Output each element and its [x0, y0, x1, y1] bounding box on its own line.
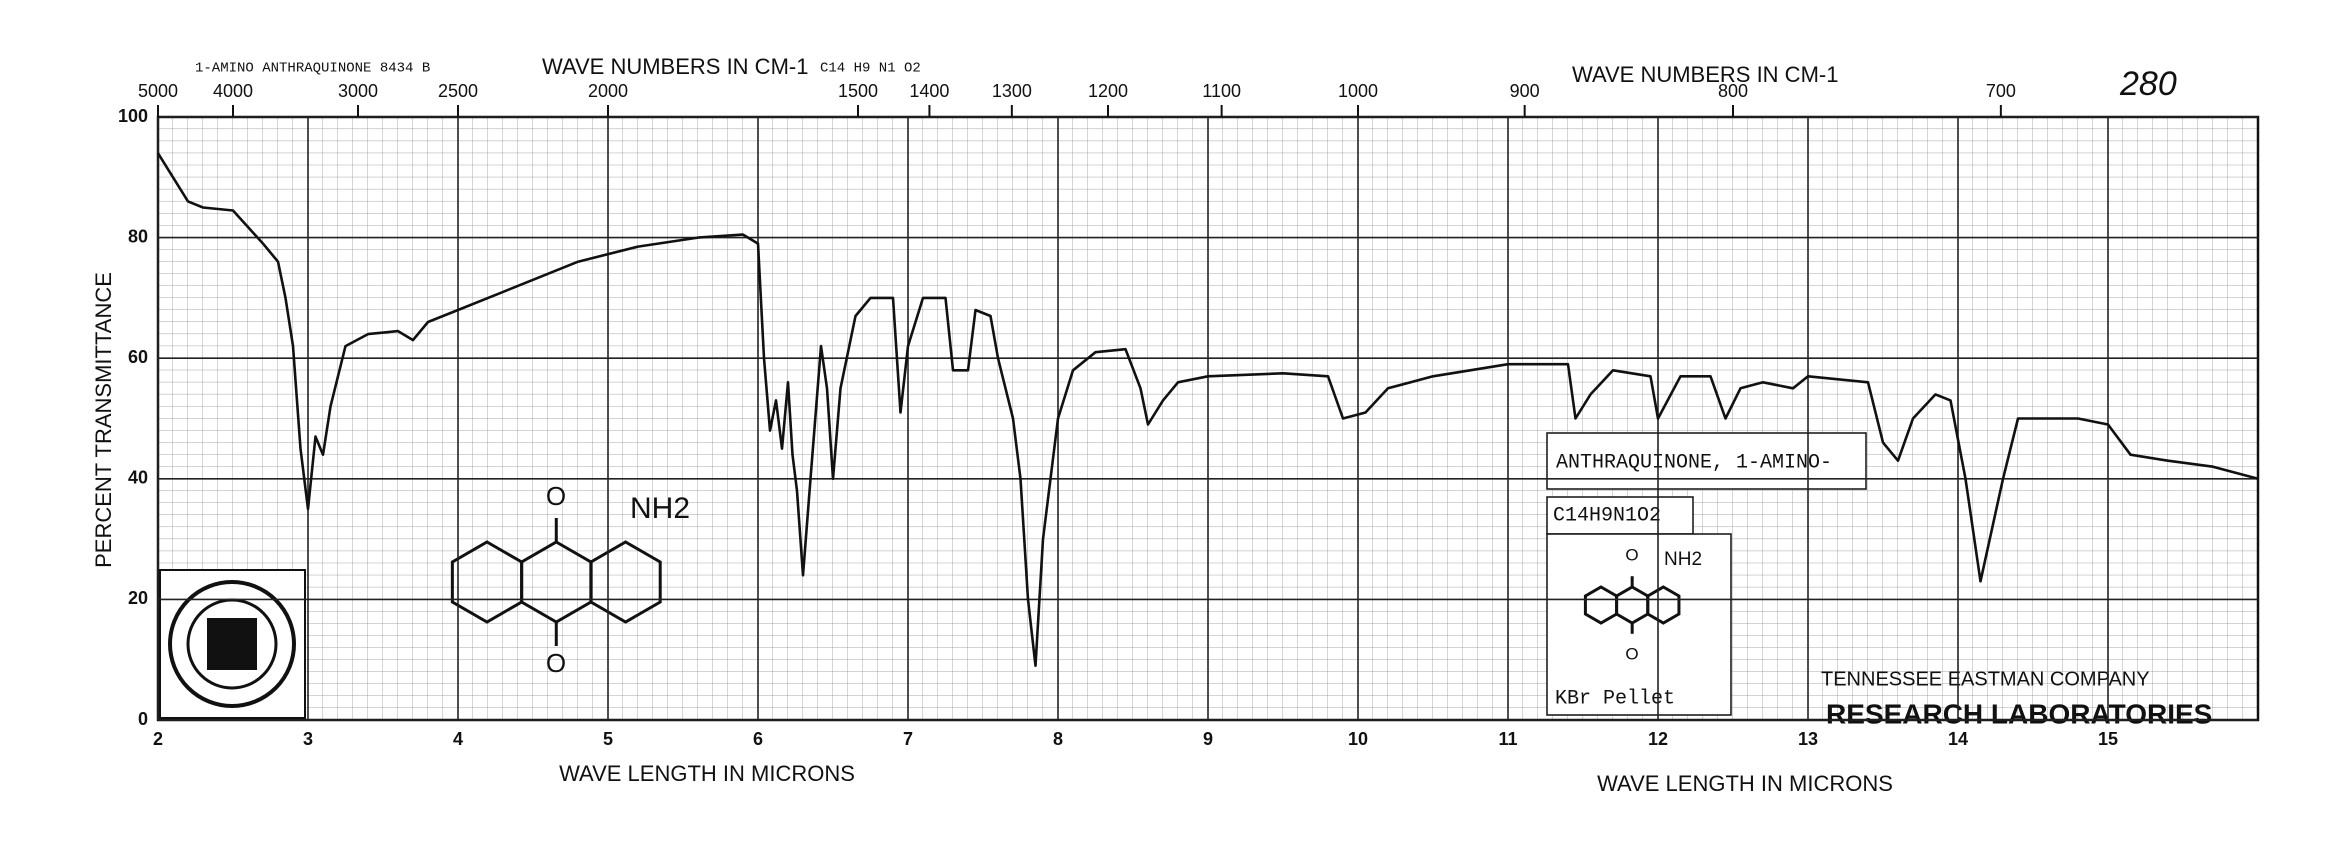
structure-o-bottom: O [546, 648, 566, 678]
y-axis-label: PERCENT TRANSMITTANCE [91, 272, 116, 568]
x2-tick-label: 1500 [838, 81, 878, 101]
inset-structure-box [1546, 533, 1732, 716]
logo [159, 569, 306, 719]
header-left: 1-AMINO ANTHRAQUINONE 8434 B [195, 61, 430, 77]
y-tick-label: 20 [128, 588, 148, 608]
y-tick-label: 60 [128, 347, 148, 367]
inset-name: ANTHRAQUINONE, 1-AMINO- [1556, 451, 1832, 474]
inset-o-bottom: O [1625, 644, 1638, 663]
inset-group: NH2 [1664, 549, 1702, 570]
x2-tick-label: 1400 [909, 81, 949, 101]
x-tick-label: 3 [303, 729, 313, 749]
x-tick-label: 12 [1648, 729, 1668, 749]
inset-sample: KBr Pellet [1555, 687, 1675, 710]
x-axis-label-right: WAVE LENGTH IN MICRONS [1597, 771, 1893, 796]
inset-name-box [1546, 432, 1867, 490]
x-tick-label: 10 [1348, 729, 1368, 749]
x2-tick-label: 1300 [992, 81, 1032, 101]
x2-tick-label: 1100 [1202, 81, 1241, 101]
x2-tick-label: 2500 [438, 81, 478, 101]
y-tick-label: 0 [138, 709, 148, 729]
y-tick-label: 80 [128, 226, 148, 246]
x2-label-right: WAVE NUMBERS IN CM-1 [1572, 62, 1838, 87]
x-tick-label: 9 [1203, 729, 1213, 749]
x2-tick-label: 900 [1510, 81, 1540, 101]
structure-group: NH2 [630, 492, 690, 525]
x-tick-label: 7 [903, 729, 913, 749]
inset-formula: C14H9N1O2 [1553, 504, 1661, 527]
y-tick-label: 100 [118, 106, 148, 126]
company: TENNESSEE EASTMAN COMPANY [1821, 668, 2150, 690]
y-tick-label: 40 [128, 468, 148, 488]
x2-tick-label: 3000 [338, 81, 378, 101]
x2-tick-label: 2000 [588, 81, 628, 101]
x-tick-label: 2 [153, 729, 163, 749]
x-tick-label: 11 [1498, 729, 1517, 749]
inset-formula-box [1546, 496, 1694, 535]
ring [1646, 585, 1681, 625]
x2-tick-label: 4000 [213, 81, 253, 101]
ring [589, 540, 662, 624]
x2-tick-label: 5000 [138, 81, 178, 101]
structure-o-top: O [546, 481, 566, 511]
x2-tick-label: 1200 [1088, 81, 1128, 101]
x-tick-label: 5 [603, 729, 613, 749]
formula-header: C14 H9 N1 O2 [820, 61, 921, 77]
x-tick-label: 15 [2098, 729, 2118, 749]
x-tick-label: 13 [1798, 729, 1818, 749]
spectrum-line [156, 152, 2259, 667]
structure [450, 518, 662, 646]
inset-o-top: O [1625, 545, 1638, 564]
x2-tick-label: 1000 [1338, 81, 1378, 101]
x2-tick-label: 800 [1718, 81, 1748, 101]
x2-label: WAVE NUMBERS IN CM-1 [542, 54, 808, 79]
page-number: 280 [2119, 65, 2177, 103]
x-tick-label: 14 [1948, 729, 1968, 749]
inset-structure [1583, 576, 1681, 634]
x-axis-label: WAVE LENGTH IN MICRONS [559, 761, 855, 786]
x2-tick-label: 700 [1986, 81, 2016, 101]
x-tick-label: 8 [1053, 729, 1063, 749]
x-tick-label: 6 [753, 729, 763, 749]
x-tick-label: 4 [453, 729, 463, 749]
laboratory: RESEARCH LABORATORIES [1826, 698, 2212, 729]
